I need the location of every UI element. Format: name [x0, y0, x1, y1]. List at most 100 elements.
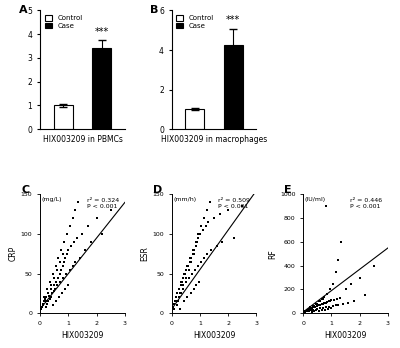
Point [60, 275, 66, 280]
Point [225, 207, 231, 213]
Point [313, 307, 319, 313]
Point [179, 279, 186, 284]
Point [323, 304, 330, 310]
Point [64, 283, 71, 288]
Point [185, 275, 192, 280]
Text: D: D [153, 185, 162, 195]
Point [62, 255, 69, 261]
Point [327, 298, 333, 303]
Point [362, 293, 368, 298]
Point [184, 295, 190, 300]
X-axis label: HIX003209: HIX003209 [61, 331, 104, 340]
Point [356, 275, 363, 280]
Point [170, 304, 176, 310]
Point [320, 305, 327, 311]
Point [304, 307, 310, 313]
Point [193, 283, 200, 288]
Bar [92, 48, 111, 129]
Y-axis label: RF: RF [268, 249, 277, 259]
Point [334, 296, 340, 302]
Point [52, 263, 59, 269]
Point [176, 287, 182, 292]
Point [335, 257, 342, 262]
Point [72, 207, 78, 213]
Point [174, 299, 180, 304]
Point [40, 302, 46, 308]
Point [190, 251, 196, 256]
Point [48, 287, 54, 292]
Point [202, 223, 209, 229]
Point [307, 306, 313, 311]
Point [48, 295, 54, 300]
Legend: Control, Case: Control, Case [44, 14, 84, 30]
Point [310, 303, 316, 309]
X-axis label: HIX003209: HIX003209 [193, 331, 235, 340]
X-axis label: HIX003209: HIX003209 [324, 331, 367, 340]
Point [301, 309, 308, 315]
Point [71, 239, 77, 245]
Point [42, 299, 49, 304]
Point [53, 279, 60, 284]
Point [50, 283, 57, 288]
Point [200, 227, 206, 233]
Point [173, 295, 179, 300]
Point [306, 306, 312, 312]
Point [45, 299, 52, 304]
Point [312, 304, 318, 309]
Point [182, 279, 189, 284]
Text: r² = 0.324
P < 0.001: r² = 0.324 P < 0.001 [87, 198, 119, 209]
Point [306, 308, 312, 314]
Point [345, 300, 352, 305]
Point [55, 255, 62, 261]
Point [305, 308, 312, 314]
Point [321, 300, 328, 306]
Point [75, 200, 81, 205]
Point [50, 302, 56, 308]
Text: A: A [19, 5, 28, 15]
Point [231, 235, 237, 241]
Point [204, 251, 210, 256]
Point [188, 255, 194, 261]
Point [171, 307, 178, 312]
Point [187, 255, 193, 261]
Point [318, 296, 325, 302]
Y-axis label: ESR: ESR [140, 246, 150, 261]
Point [176, 295, 183, 300]
Point [188, 259, 194, 264]
Point [180, 287, 186, 292]
Text: E: E [284, 185, 292, 195]
Point [173, 295, 179, 300]
Point [314, 303, 320, 309]
Point [338, 239, 344, 245]
Point [85, 223, 91, 229]
Point [39, 304, 46, 310]
Point [314, 306, 320, 312]
Point [74, 235, 80, 241]
Text: (mm/h): (mm/h) [173, 197, 196, 202]
Text: ***: *** [95, 26, 109, 37]
Point [194, 263, 201, 269]
Point [64, 231, 70, 237]
Point [174, 302, 180, 308]
Point [185, 267, 192, 272]
X-axis label: HIX003209 in PBMCs: HIX003209 in PBMCs [42, 135, 122, 144]
Point [59, 291, 65, 296]
Point [46, 293, 52, 299]
Point [219, 239, 226, 245]
Point [324, 299, 330, 305]
Point [211, 215, 217, 221]
Point [66, 223, 73, 229]
Point [47, 296, 53, 302]
Point [322, 204, 329, 209]
Point [178, 291, 185, 296]
Bar [54, 105, 73, 129]
Point [371, 263, 377, 269]
Point [316, 302, 323, 308]
Point [180, 275, 187, 280]
Point [42, 296, 48, 302]
Point [304, 307, 310, 313]
Point [324, 291, 330, 297]
Point [51, 275, 57, 280]
Point [192, 267, 198, 272]
Point [38, 307, 45, 312]
